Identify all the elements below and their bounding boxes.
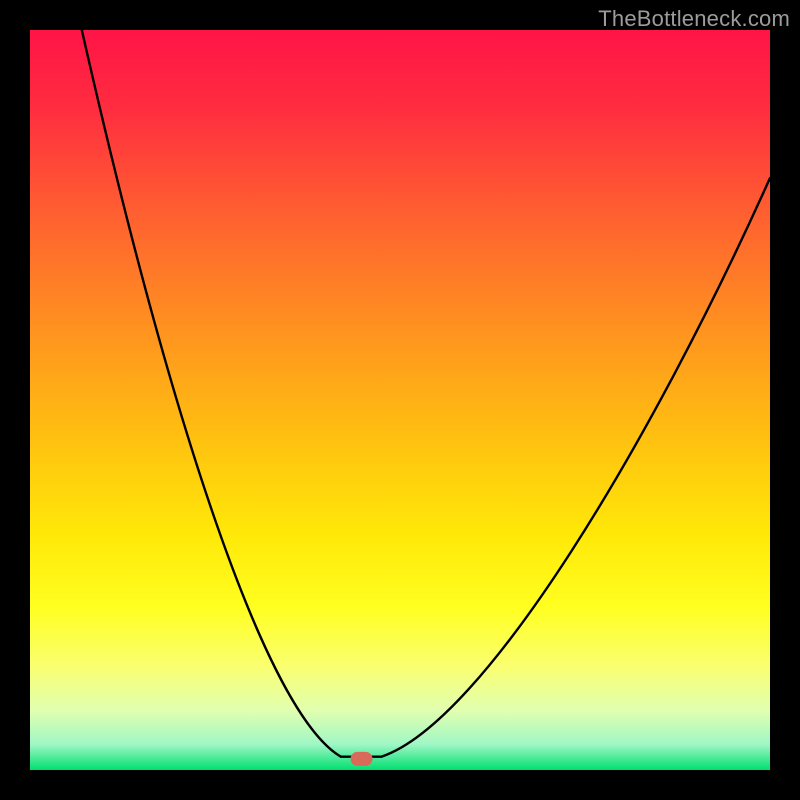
plot-bg [30, 30, 770, 770]
chart-svg [0, 0, 800, 800]
watermark-label: TheBottleneck.com [598, 6, 790, 32]
bottleneck-chart: TheBottleneck.com [0, 0, 800, 800]
optimum-marker [351, 752, 373, 766]
